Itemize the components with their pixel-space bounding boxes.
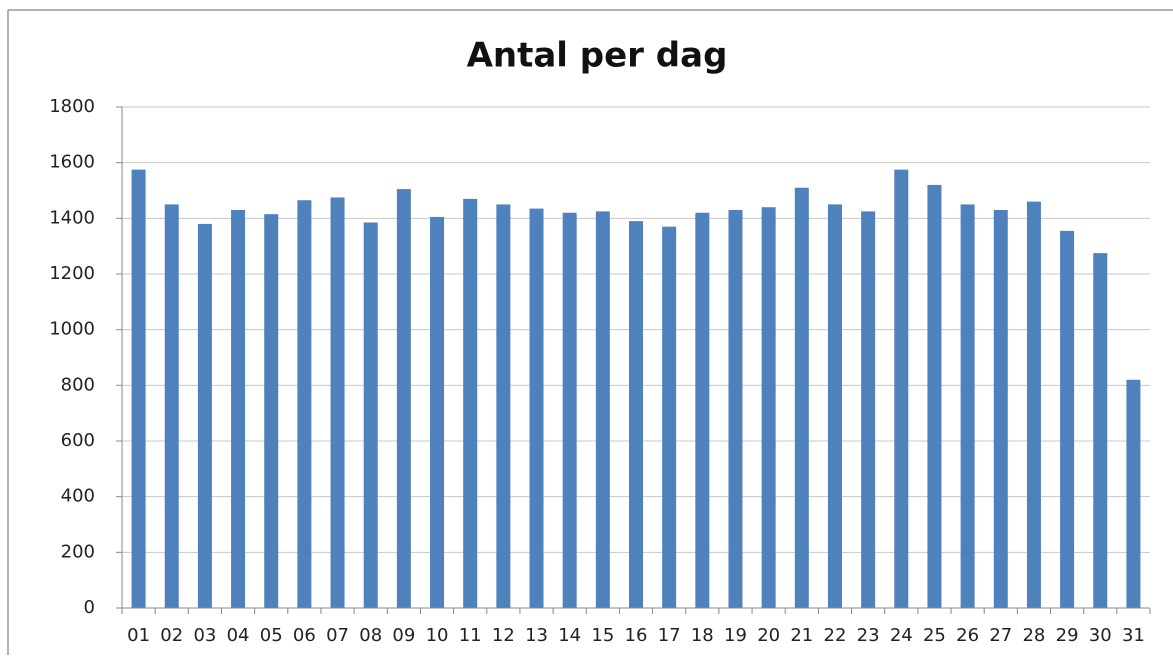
x-tick-label: 15 [591,625,614,646]
x-tick-label: 30 [1089,625,1112,646]
bar [197,223,212,608]
bar [761,207,776,608]
bar [861,211,876,608]
x-tick-label: 22 [824,625,847,646]
y-tick-label: 0 [84,597,95,618]
x-tick-label: 09 [392,625,415,646]
y-tick-label: 1200 [49,263,95,284]
bar [1060,230,1075,608]
bar [827,204,842,608]
bar [662,226,677,608]
bar [927,184,942,608]
bar [164,204,179,608]
x-tick-label: 19 [724,625,747,646]
bar [131,169,146,608]
bar [396,189,411,608]
x-tick-label: 25 [923,625,946,646]
x-tick-label: 02 [160,625,183,646]
bar [231,209,246,608]
x-tick-label: 08 [359,625,382,646]
bar [728,209,743,608]
bar [330,197,345,609]
x-tick-label: 03 [193,625,216,646]
x-tick-label: 10 [426,625,449,646]
x-tick-label: 23 [857,625,880,646]
bar [695,212,710,608]
x-tick-label: 12 [492,625,515,646]
x-tick-label: 04 [227,625,250,646]
x-tick-label: 28 [1022,625,1045,646]
x-tick-label: 11 [459,625,482,646]
bar [264,214,279,609]
x-tick-label: 24 [890,625,913,646]
y-tick-label: 200 [61,541,95,562]
x-tick-label: 21 [790,625,813,646]
x-tick-label: 06 [293,625,316,646]
y-tick-label: 1400 [49,207,95,228]
bar [794,187,809,608]
x-tick-label: 13 [525,625,548,646]
bar [595,211,610,608]
bar [1093,253,1108,608]
x-tick-label: 14 [558,625,581,646]
x-tick-label: 01 [127,625,150,646]
x-tick-label: 17 [658,625,681,646]
bar [430,216,445,609]
y-tick-label: 400 [61,486,95,507]
bar [529,208,544,608]
y-tick-label: 1600 [49,152,95,173]
bar [993,209,1008,608]
bar [960,204,975,608]
bar [562,212,577,608]
x-tick-label: 31 [1122,625,1145,646]
x-tick-label: 27 [989,625,1012,646]
x-tick-label: 18 [691,625,714,646]
bar [629,221,643,608]
y-tick-label: 1800 [49,96,95,117]
x-tick-label: 07 [326,625,349,646]
y-tick-label: 800 [61,374,95,395]
bar [1026,201,1041,608]
bar [496,204,511,608]
bar [363,222,378,608]
y-tick-label: 600 [61,430,95,451]
bar [1126,379,1141,608]
x-tick-label: 29 [1056,625,1079,646]
bar [297,200,312,608]
bar [894,169,909,608]
chart-title: Antal per dag [467,36,728,76]
x-tick-label: 26 [956,625,979,646]
x-tick-label: 05 [260,625,283,646]
y-tick-label: 1000 [49,319,95,340]
x-tick-label: 20 [757,625,780,646]
bar [463,198,478,608]
x-tick-label: 16 [625,625,648,646]
